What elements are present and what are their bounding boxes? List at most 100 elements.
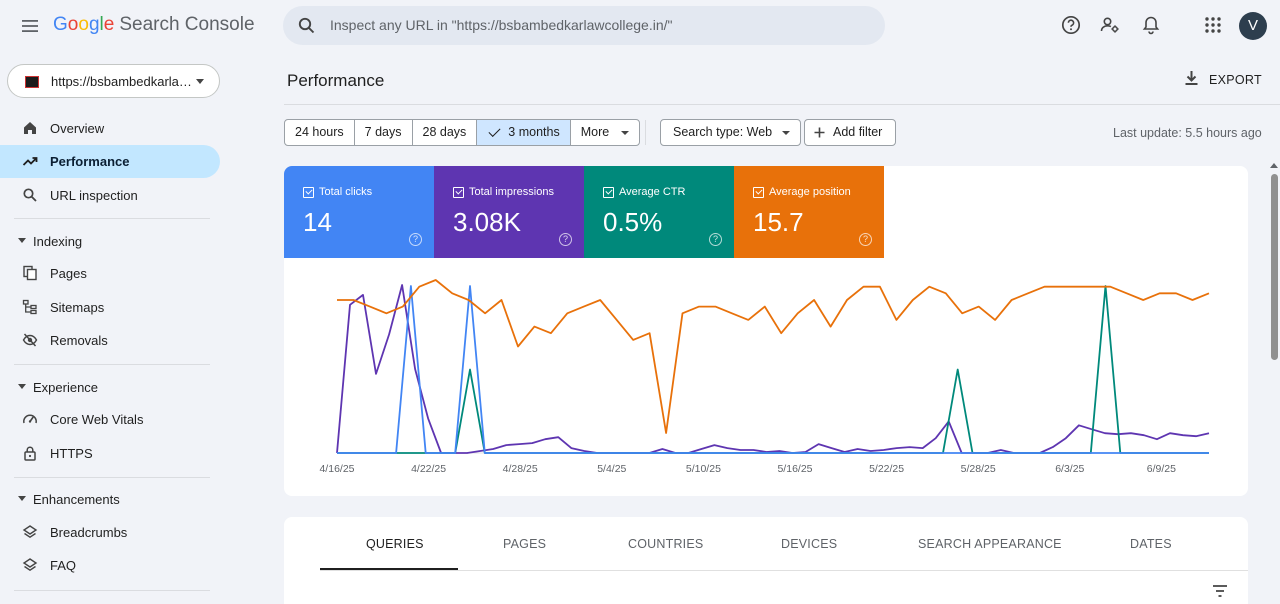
metric-average-position[interactable]: Average position 15.7 ?: [734, 166, 884, 258]
add-filter-label: Add filter: [833, 125, 883, 139]
nav-item-sitemaps[interactable]: Sitemaps: [0, 291, 220, 324]
help-icon[interactable]: ?: [559, 233, 572, 246]
section-indexing[interactable]: Indexing: [0, 229, 220, 253]
x-tick-label: 6/3/25: [1055, 463, 1084, 475]
metric-label: Total impressions: [469, 186, 554, 198]
section-title: Experience: [33, 380, 99, 395]
x-tick-label: 5/10/25: [686, 463, 721, 475]
x-tick-label: 6/9/25: [1147, 463, 1176, 475]
metric-total-impressions[interactable]: Total impressions 3.08K ?: [434, 166, 584, 258]
help-icon[interactable]: ?: [709, 233, 722, 246]
x-tick-label: 5/16/25: [777, 463, 812, 475]
trending-up-icon: [22, 157, 38, 166]
section-experience[interactable]: Experience: [0, 375, 220, 399]
layers-icon: [22, 525, 38, 539]
tab-dates[interactable]: DATES: [1130, 537, 1172, 551]
metric-total-clicks[interactable]: Total clicks 14 ?: [284, 166, 434, 258]
active-tab-indicator: [320, 568, 458, 570]
add-filter-button[interactable]: Add filter: [804, 119, 897, 146]
range-label: More: [580, 125, 610, 139]
nav-item-removals[interactable]: Removals: [0, 324, 220, 357]
range-more-dropdown[interactable]: More: [571, 120, 639, 145]
nav-label: Performance: [50, 154, 130, 169]
url-inspect-search-bar[interactable]: [283, 6, 885, 45]
help-icon[interactable]: ?: [859, 233, 872, 246]
nav-item-overview[interactable]: Overview: [0, 112, 220, 145]
page-scrollbar[interactable]: [1268, 160, 1280, 604]
section-title: Enhancements: [33, 492, 120, 507]
metric-value: 15.7: [753, 207, 804, 237]
nav-label: Removals: [50, 333, 108, 348]
tab-countries[interactable]: COUNTRIES: [628, 537, 704, 551]
tab-search-appearance[interactable]: SEARCH APPEARANCE: [918, 537, 1062, 551]
page-title: Performance: [287, 71, 385, 90]
x-tick-label: 5/22/25: [869, 463, 904, 475]
search-type-filter[interactable]: Search type: Web: [660, 119, 802, 146]
metric-average-ctr[interactable]: Average CTR 0.5% ?: [584, 166, 734, 258]
download-icon: [1185, 71, 1198, 85]
range-7-days[interactable]: 7 days: [355, 120, 413, 145]
hamburger-menu-icon[interactable]: [20, 16, 40, 36]
tabs-divider: [320, 570, 1248, 571]
nav-item-core-web-vitals[interactable]: Core Web Vitals: [0, 403, 220, 436]
performance-chart-card: Total clicks 14 ? Total impressions 3.08…: [284, 166, 1248, 496]
series-line-position: [337, 279, 1210, 434]
logo-letter: l: [99, 14, 104, 35]
property-selector[interactable]: https://bsbambedkarla…: [7, 64, 220, 98]
section-title: Indexing: [33, 234, 83, 249]
search-console-logo[interactable]: Google Search Console: [53, 14, 255, 36]
account-avatar[interactable]: V: [1239, 12, 1267, 40]
checkbox-icon: [753, 187, 764, 198]
metric-label: Average position: [769, 186, 851, 198]
metric-label: Average CTR: [619, 186, 686, 198]
nav-item-url-inspection[interactable]: URL inspection: [0, 179, 220, 212]
range-28-days[interactable]: 28 days: [413, 120, 478, 145]
filter-rows-icon[interactable]: [1212, 584, 1228, 598]
manage-users-icon[interactable]: [1099, 14, 1121, 36]
caret-down-icon: [18, 496, 26, 501]
help-icon[interactable]: ?: [409, 233, 422, 246]
property-url: https://bsbambedkarla…: [51, 74, 192, 89]
x-tick-label: 4/16/25: [319, 463, 354, 475]
product-name: Search Console: [119, 14, 255, 35]
plus-icon: [814, 127, 825, 138]
scrollbar-thumb[interactable]: [1271, 174, 1278, 360]
section-enhancements[interactable]: Enhancements: [0, 487, 220, 511]
tab-devices[interactable]: DEVICES: [781, 537, 838, 551]
sidebar-divider: [14, 364, 210, 365]
nav-label: Breadcrumbs: [50, 525, 128, 540]
scroll-up-arrow-icon[interactable]: [1270, 163, 1278, 168]
toolbar-separator: [645, 120, 646, 145]
nav-item-breadcrumbs[interactable]: Breadcrumbs: [0, 516, 220, 549]
series-line-clicks: [337, 285, 1209, 454]
nav-item-performance[interactable]: Performance: [0, 145, 220, 178]
metric-label: Total clicks: [319, 186, 373, 198]
nav-item-https[interactable]: HTTPS: [0, 437, 220, 470]
checkbox-icon: [603, 187, 614, 198]
sidebar-divider: [14, 477, 210, 478]
tab-pages[interactable]: PAGES: [503, 537, 547, 551]
help-icon[interactable]: [1060, 14, 1082, 36]
range-label: 3 months: [508, 125, 560, 139]
nav-item-faq[interactable]: FAQ: [0, 549, 220, 582]
range-24-hours[interactable]: 24 hours: [285, 120, 355, 145]
nav-item-pages[interactable]: Pages: [0, 257, 220, 290]
range-label: 24 hours: [295, 125, 344, 139]
range-3-months[interactable]: 3 months: [477, 120, 571, 145]
nav-label: Sitemaps: [50, 300, 105, 315]
sidebar-divider: [14, 218, 210, 219]
apps-grid-icon[interactable]: [1202, 14, 1224, 36]
results-table-card: QUERIES PAGES COUNTRIES DEVICES SEARCH A…: [284, 517, 1248, 604]
url-inspect-input[interactable]: [330, 14, 870, 36]
checkbox-icon: [453, 187, 464, 198]
nav-label: Overview: [50, 121, 105, 136]
notifications-bell-icon[interactable]: [1140, 14, 1162, 36]
date-range-selector: 24 hours 7 days 28 days 3 months More: [284, 119, 641, 146]
series-line-impressions: [336, 284, 1210, 454]
visibility-off-icon: [22, 333, 38, 347]
logo-letter: o: [78, 14, 89, 35]
nav-label: Pages: [50, 266, 87, 281]
tab-queries[interactable]: QUERIES: [366, 537, 424, 551]
sitemap-icon: [22, 299, 37, 315]
